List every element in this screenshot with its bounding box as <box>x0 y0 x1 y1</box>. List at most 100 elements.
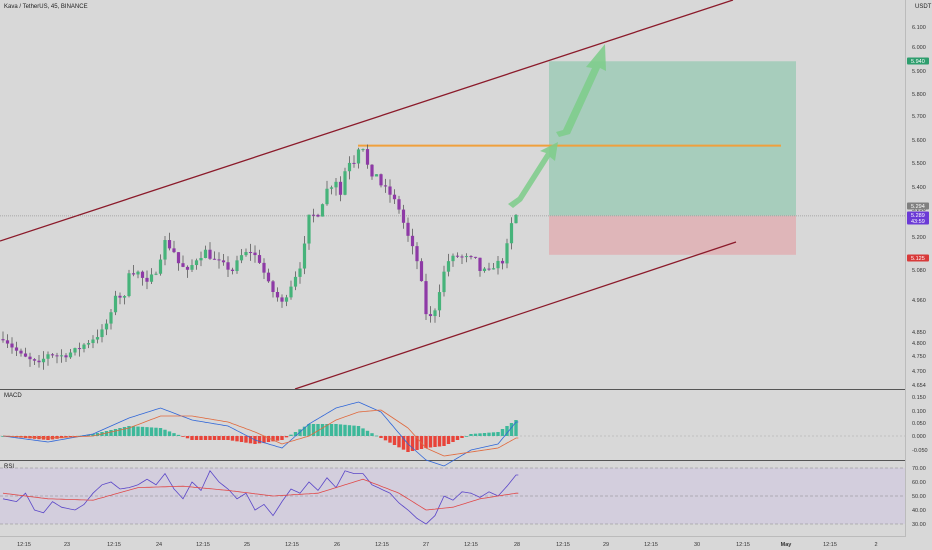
candle <box>487 262 491 271</box>
candle <box>289 280 293 300</box>
candle <box>73 347 77 356</box>
macd-histogram-bar <box>374 435 379 437</box>
candle <box>428 306 433 323</box>
candle <box>59 349 64 363</box>
candle <box>217 252 221 269</box>
candle-body <box>446 261 451 272</box>
macd-histogram-bar <box>190 436 194 440</box>
time-tick-label: 2 <box>874 542 877 548</box>
candle-body <box>136 271 140 275</box>
candle-body <box>131 273 136 275</box>
candle-body <box>55 355 59 357</box>
macd-tick-label: 0.100 <box>912 409 926 415</box>
candle-body <box>41 358 46 363</box>
candle <box>280 294 284 308</box>
candle <box>329 185 334 195</box>
candle <box>325 180 329 206</box>
candle <box>109 308 113 330</box>
time-tick-label: 12:15 <box>196 542 210 548</box>
candle <box>154 271 158 276</box>
candle-body <box>496 260 500 269</box>
candle <box>77 342 82 357</box>
candle-body <box>127 273 131 297</box>
macd-histogram-bar <box>118 428 122 436</box>
candle <box>113 290 118 316</box>
channel-lower-line[interactable] <box>294 241 737 390</box>
candle <box>244 248 248 257</box>
projection-arrows <box>508 44 606 208</box>
candle <box>460 254 464 265</box>
candle-body <box>401 209 406 223</box>
candle <box>473 256 478 259</box>
macd-histogram-bar <box>392 436 397 445</box>
candle-body <box>46 354 50 359</box>
candle-body <box>397 199 401 210</box>
candle <box>118 292 122 305</box>
candle <box>221 254 226 266</box>
macd-histogram-bar <box>514 420 518 436</box>
candle-body <box>10 343 14 348</box>
macd-histogram-bar <box>302 426 307 436</box>
price-badge: 5.125 <box>907 254 929 262</box>
candle <box>316 213 320 218</box>
rsi-tick-label: 40.00 <box>912 508 926 514</box>
candle-body <box>248 252 253 254</box>
time-tick-label: 29 <box>603 542 609 548</box>
time-axis[interactable]: 12:15 23 12:15 24 12:15 25 12:15 26 12:15 27 12:15… <box>17 542 877 548</box>
channel-upper-line[interactable] <box>0 0 734 242</box>
time-tick-label: 12:15 <box>644 542 658 548</box>
candle-body <box>212 258 217 260</box>
macd-histogram-bar <box>370 433 374 436</box>
macd-histogram-bar <box>68 436 73 437</box>
candle <box>415 242 419 270</box>
macd-histogram-bar <box>352 425 356 436</box>
candle-body <box>487 268 491 270</box>
time-tick-label: 23 <box>64 542 70 548</box>
rsi-ma-line <box>2 478 519 511</box>
rsi-tick-label: 70.00 <box>912 466 926 472</box>
candle <box>383 178 388 193</box>
candle <box>50 353 55 358</box>
candle <box>406 217 410 242</box>
candle <box>145 270 149 290</box>
price-tick-label: 5.080 <box>912 268 926 274</box>
candle-body <box>77 348 82 350</box>
macd-histogram-bar <box>478 433 482 436</box>
candle-body <box>199 258 203 261</box>
price-tick-label: 4.850 <box>912 330 926 336</box>
macd-panel[interactable] <box>0 401 905 467</box>
candle-body <box>253 252 257 256</box>
macd-histogram-bar <box>221 436 226 440</box>
candle <box>505 238 509 269</box>
candle <box>374 174 379 177</box>
candle <box>262 258 266 280</box>
price-badge-bg <box>907 254 929 262</box>
rsi-panel[interactable] <box>0 467 905 525</box>
candle <box>253 245 257 263</box>
candle <box>230 267 235 275</box>
macd-histogram-bar <box>235 436 239 442</box>
candle-body <box>473 256 478 258</box>
candle <box>433 308 437 323</box>
stop-zone[interactable] <box>549 215 796 255</box>
candle-body <box>388 186 392 195</box>
currency-label: USDT <box>915 4 932 10</box>
macd-histogram-bar <box>104 431 109 436</box>
candle <box>320 203 325 217</box>
candle-body <box>338 181 343 195</box>
candle <box>185 265 190 278</box>
price-channel[interactable] <box>0 0 781 390</box>
time-tick-label: 12:15 <box>285 542 299 548</box>
time-tick-label: 12:15 <box>556 542 570 548</box>
candle <box>28 352 32 367</box>
candle-body <box>280 297 284 302</box>
macd-histogram-bar <box>482 433 487 436</box>
price-badge-bg <box>907 217 929 225</box>
macd-histogram-bar <box>437 436 442 447</box>
macd-histogram-bar <box>86 434 91 436</box>
candle <box>271 279 275 298</box>
candle <box>298 262 302 284</box>
time-tick-label: 12:15 <box>375 542 389 548</box>
price-axis[interactable]: 6.100 6.000 5.900 5.800 5.700 5.600 5.500 5.400… <box>907 25 929 389</box>
